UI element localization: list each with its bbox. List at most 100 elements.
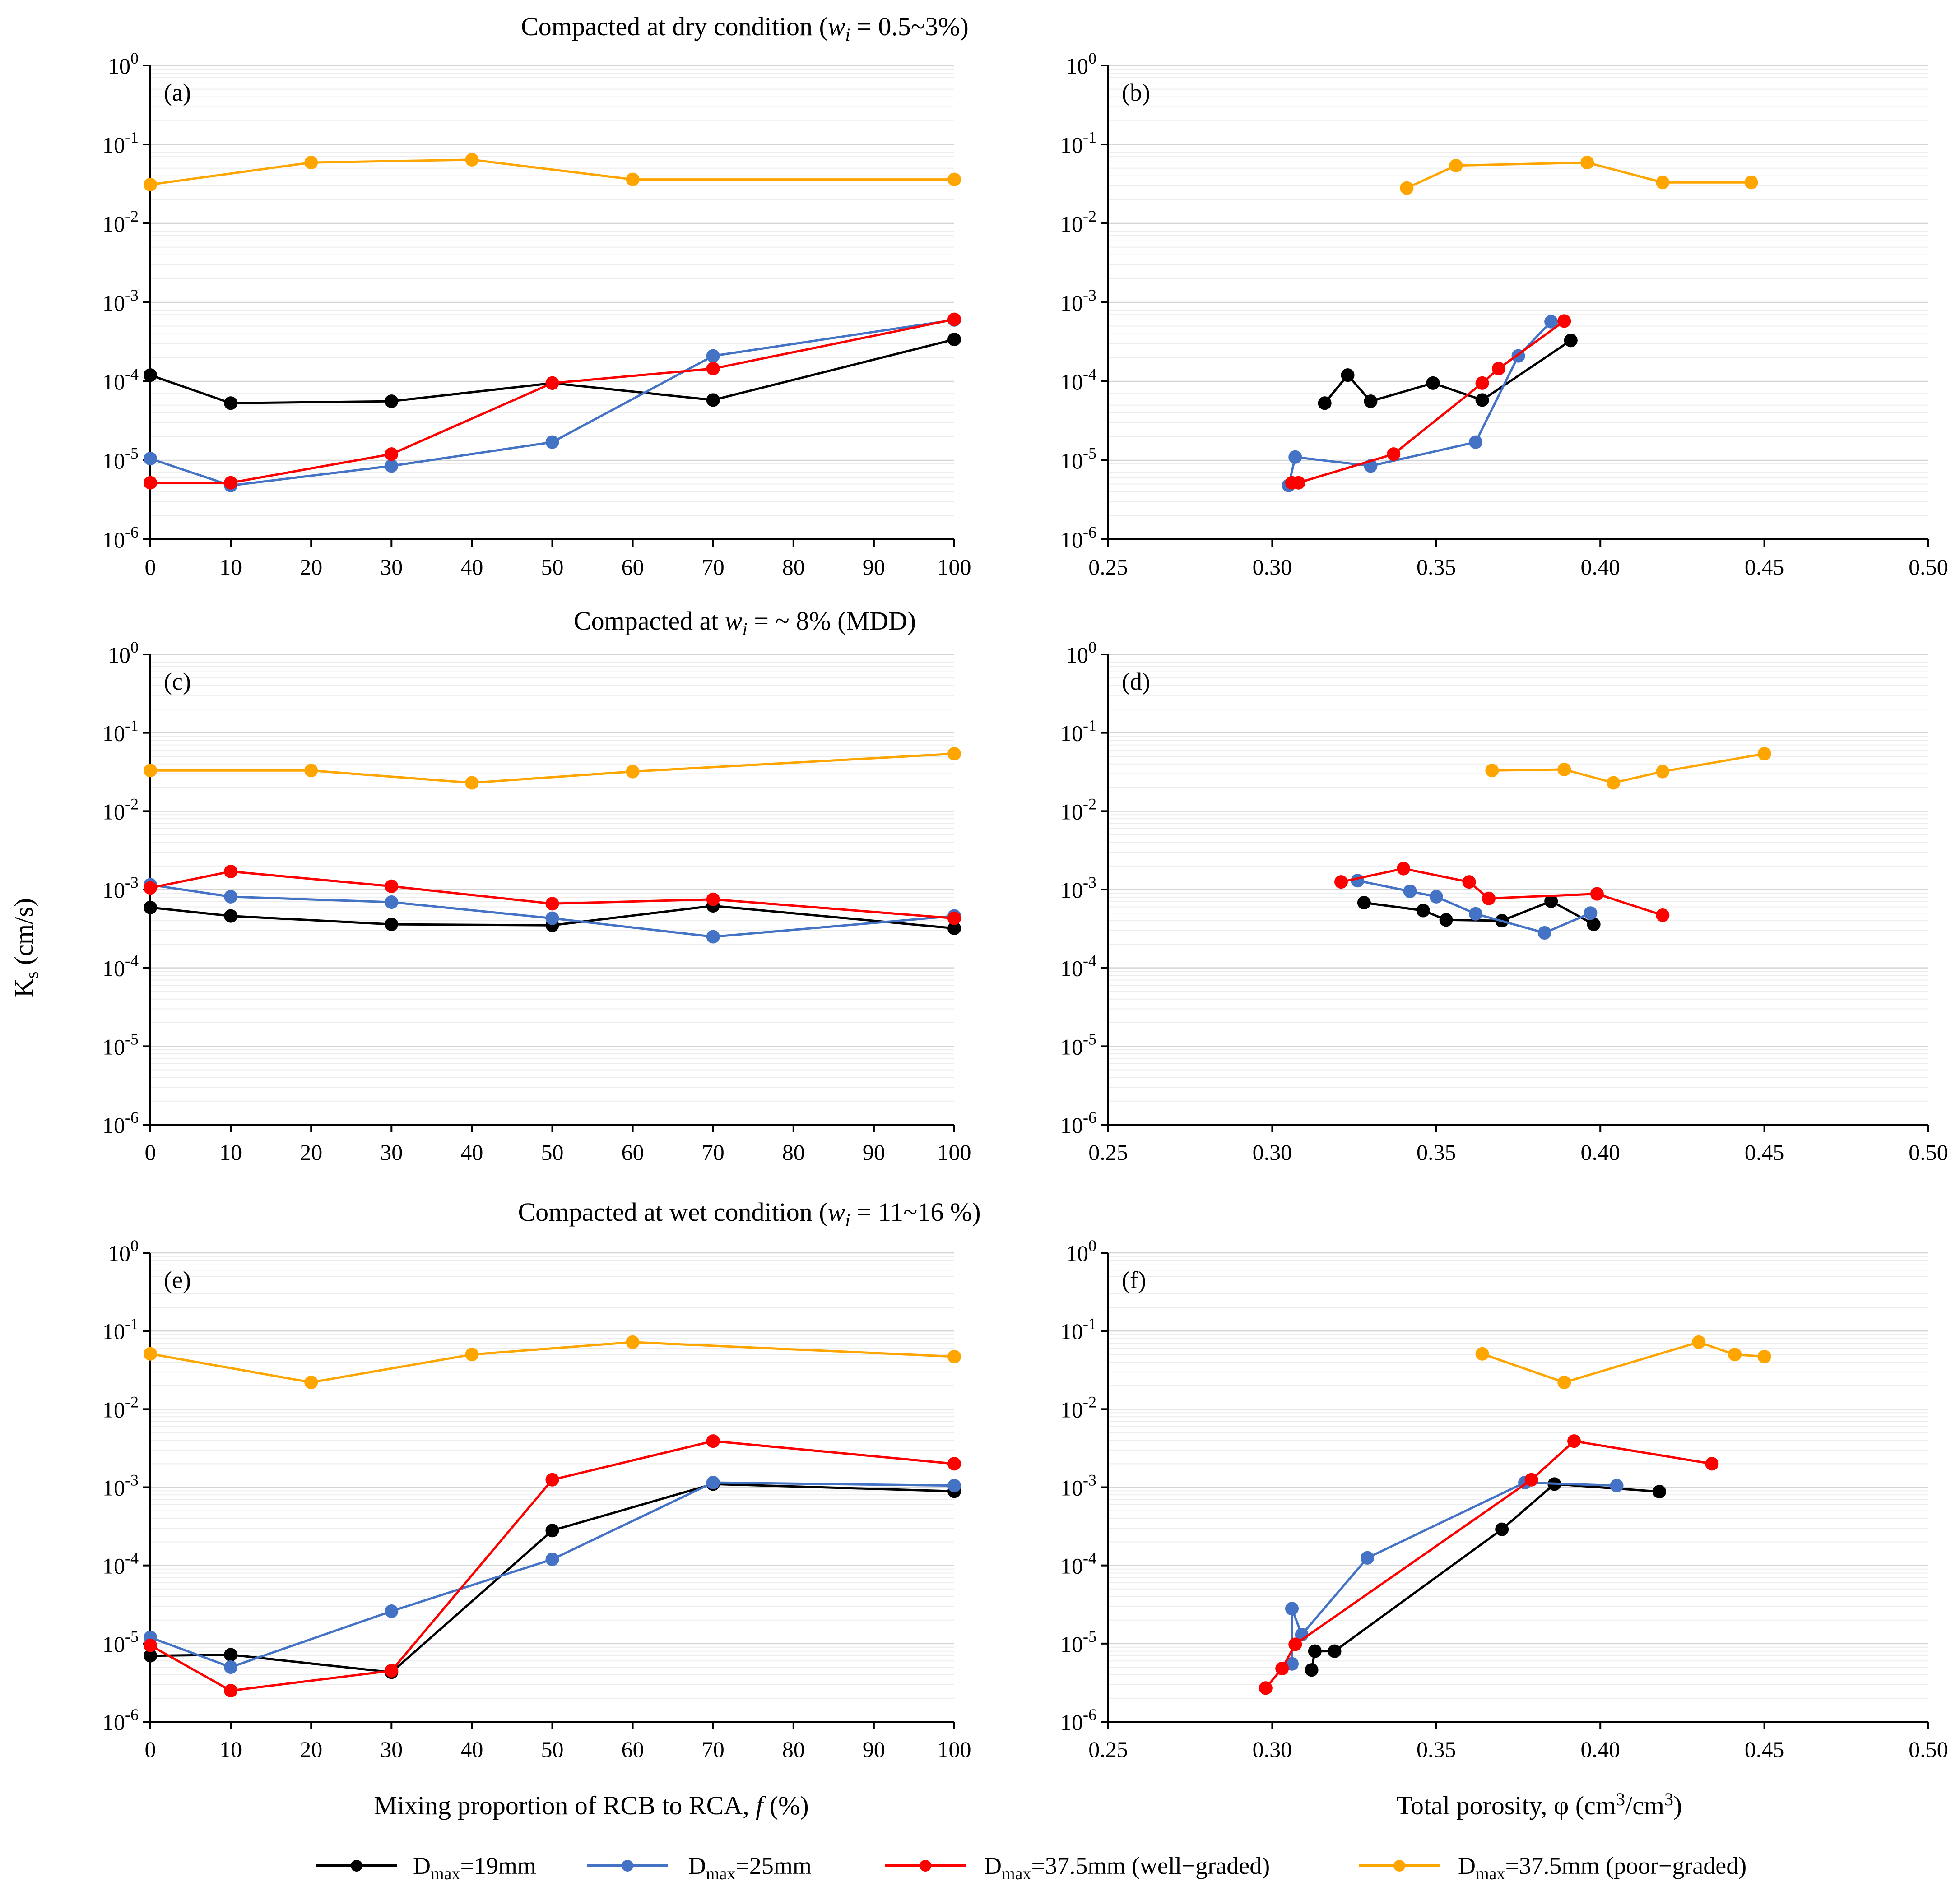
panel-a-series-dmax-25mm-point (385, 459, 399, 473)
panel-e-series-dmax-19mm-point (144, 1649, 157, 1663)
panel-c-x-tick-label: 50 (541, 1140, 564, 1165)
panel-a-series-dmax-19mm-point (706, 393, 720, 407)
panel-a-x-tick-label: 0 (145, 554, 156, 579)
panel-c-x-tick-label: 10 (219, 1140, 242, 1165)
panel-c: 10-6 10-5 10-4 10-3 10-2 10-1 100 0 10 20 30 40 50 60… (102, 638, 971, 1165)
panel-c-series-dmax-37-5mm-well-graded-point (545, 897, 559, 911)
panel-e-y-tick-label: 10-3 (102, 1471, 139, 1501)
panel-c-series-dmax-19mm-point (947, 921, 961, 935)
panel-f-x-tick-label: 0.25 (1088, 1737, 1128, 1762)
legend-label-dmax37-poor: Dmax=37.5mm (poor−graded) (1458, 1852, 1746, 1883)
panel-a-series-dmax-37-5mm-well-graded-point (224, 476, 238, 490)
panel-b: 10-6 10-5 10-4 10-3 10-2 10-1 100 0.25 0.30 0.35 0… (1060, 49, 1948, 579)
panel-a-series-dmax-19mm-point (385, 394, 399, 408)
panel-b-series-dmax-25mm-point (1288, 450, 1302, 464)
panel-e-x-tick-label: 50 (541, 1737, 564, 1762)
panel-d-series-dmax-37-5mm-poor-graded-point (1485, 764, 1499, 778)
panel-f-series-dmax-37-5mm-poor-graded-point (1757, 1349, 1771, 1363)
panel-d-series-dmax-19mm-point (1544, 894, 1558, 908)
panel-c-y-tick-label: 10-2 (102, 795, 139, 824)
panel-a-x-tick-label: 40 (460, 554, 483, 579)
panel-c-y-tick-label: 10-3 (102, 873, 139, 903)
panel-f-series-dmax-19mm-point (1495, 1522, 1509, 1536)
panel-a-series-dmax-25mm-point (706, 349, 720, 363)
panel-e-series-dmax-37-5mm-well-graded-point (144, 1638, 157, 1652)
panel-f-series-dmax-19mm-point (1328, 1644, 1342, 1658)
panel-a-y-tick-label: 100 (108, 49, 139, 79)
panel-f-x-tick-label: 0.35 (1417, 1737, 1456, 1762)
panel-c-series-dmax-37-5mm-poor-graded-point (947, 747, 961, 761)
panel-b-tag: (b) (1122, 79, 1150, 106)
panel-a-y-tick-label: 10-4 (102, 365, 139, 394)
panel-e-x-tick-label: 0 (145, 1737, 156, 1762)
panel-e-series-dmax-37-5mm-well-graded-point (947, 1457, 961, 1471)
panel-a-series-dmax-37-5mm-well-graded-point (947, 312, 961, 326)
panel-a-series-dmax-37-5mm-well-graded-line (150, 318, 955, 484)
panel-d-series-dmax-37-5mm-poor-graded-point (1557, 763, 1571, 777)
panel-d-tag: (d) (1122, 668, 1150, 695)
panel-e-series-dmax-37-5mm-well-graded-point (385, 1664, 399, 1678)
panel-d-series-dmax-25mm-point (1403, 884, 1417, 898)
panel-b-series-dmax-19mm-point (1475, 393, 1489, 407)
panel-e-x-tick-label: 10 (219, 1737, 242, 1762)
panel-c-x-tick-label: 80 (782, 1140, 805, 1165)
panel-e-series-dmax-37-5mm-well-graded-point (224, 1684, 238, 1698)
x-axis-label-porosity: Total porosity, φ (cm3/cm3) (1397, 1789, 1682, 1820)
panel-f-series-dmax-37-5mm-well-graded-point (1288, 1637, 1302, 1651)
panel-f-x-tick-label: 0.45 (1745, 1737, 1784, 1762)
panel-e: 10-6 10-5 10-4 10-3 10-2 10-1 100 0 10 20 30 40 50 60… (102, 1237, 971, 1762)
panel-e-series-dmax-25mm-point (947, 1479, 961, 1492)
panel-f-tag: (f) (1122, 1266, 1146, 1293)
panel-c-series-dmax-19mm-point (385, 918, 399, 932)
panel-e-x-tick-label: 100 (938, 1737, 971, 1762)
panel-a-series-dmax-25mm-line (150, 319, 955, 487)
panel-e-series-dmax-25mm-point (385, 1604, 399, 1618)
panel-d-x-tick-label: 0.40 (1580, 1140, 1620, 1165)
panel-d-y-tick-label: 10-2 (1060, 795, 1096, 824)
panel-c-series-dmax-25mm-point (224, 890, 238, 904)
panel-c-series-dmax-19mm-point (224, 909, 238, 923)
panel-c-series-dmax-37-5mm-well-graded-point (224, 864, 238, 878)
panel-a-series-dmax-37-5mm-poor-graded-point (626, 172, 640, 186)
panel-b-series-dmax-19mm-point (1341, 368, 1355, 382)
panel-d-series-dmax-25mm-line (1357, 879, 1591, 934)
panel-a-y-tick-label: 10-2 (102, 207, 139, 236)
panel-a-y-tick-label: 10-3 (102, 286, 139, 315)
panel-e-series-dmax-37-5mm-well-graded-line (149, 1440, 955, 1692)
panel-e-series-dmax-25mm-line (150, 1481, 955, 1669)
panel-a-x-tick-label: 30 (380, 554, 403, 579)
panel-b-series-dmax-37-5mm-poor-graded-point (1449, 158, 1463, 172)
panel-d-series-dmax-25mm-point (1584, 906, 1598, 920)
panel-a-series-dmax-19mm-line (150, 338, 955, 404)
panel-c-x-tick-label: 20 (300, 1140, 322, 1165)
panel-d-y-tick-label: 100 (1066, 638, 1096, 667)
panel-b-y-tick-label: 10-2 (1060, 207, 1096, 236)
panel-f-series-dmax-37-5mm-poor-graded-point (1475, 1347, 1489, 1361)
panel-c-series-dmax-37-5mm-well-graded-line (150, 870, 955, 920)
panel-d-x-tick-label: 0.35 (1417, 1140, 1456, 1165)
panel-c-series-dmax-25mm-point (385, 895, 399, 909)
panel-d-series-dmax-37-5mm-well-graded-point (1334, 875, 1348, 889)
legend: Dmax=19mm Dmax=25mm Dmax=37.5mm (well−gr… (316, 1852, 1746, 1883)
panel-a-series-dmax-37-5mm-poor-graded-line (150, 158, 954, 186)
panel-c-tag: (c) (164, 668, 191, 695)
panel-b-series-dmax-37-5mm-well-graded-line (1292, 320, 1565, 484)
panel-c-x-tick-label: 60 (622, 1140, 644, 1165)
panel-d-series-dmax-25mm-point (1429, 890, 1443, 904)
x-axis-label-mixing: Mixing proportion of RCB to RCA, f (%) (374, 1791, 808, 1820)
panel-e-series-dmax-25mm-point (706, 1475, 720, 1489)
panel-d: 10-6 10-5 10-4 10-3 10-2 10-1 100 0.25 0.30 0.35 0… (1060, 638, 1948, 1165)
panel-e-x-tick-label: 20 (300, 1737, 322, 1762)
panel-b-series-dmax-37-5mm-poor-graded-point (1656, 176, 1670, 190)
panel-d-x-tick-label: 0.25 (1088, 1140, 1128, 1165)
panel-b-series-dmax-25mm-point (1544, 315, 1558, 329)
panel-f-series-dmax-25mm-point (1610, 1479, 1624, 1492)
panel-c-y-tick-label: 10-1 (102, 717, 139, 746)
legend-marker-dmax19 (351, 1860, 362, 1872)
panel-f: 10-6 10-5 10-4 10-3 10-2 10-1 100 0.25 0.30 0.35 0… (1060, 1237, 1948, 1762)
panel-f-series-dmax-37-5mm-well-graded-point (1259, 1681, 1273, 1695)
panel-f-series-dmax-37-5mm-well-graded-point (1275, 1662, 1289, 1676)
legend-marker-dmax37-poor (1393, 1860, 1405, 1872)
panel-e-x-tick-label: 40 (460, 1737, 483, 1762)
panel-c-series-dmax-19mm-point (144, 900, 157, 914)
